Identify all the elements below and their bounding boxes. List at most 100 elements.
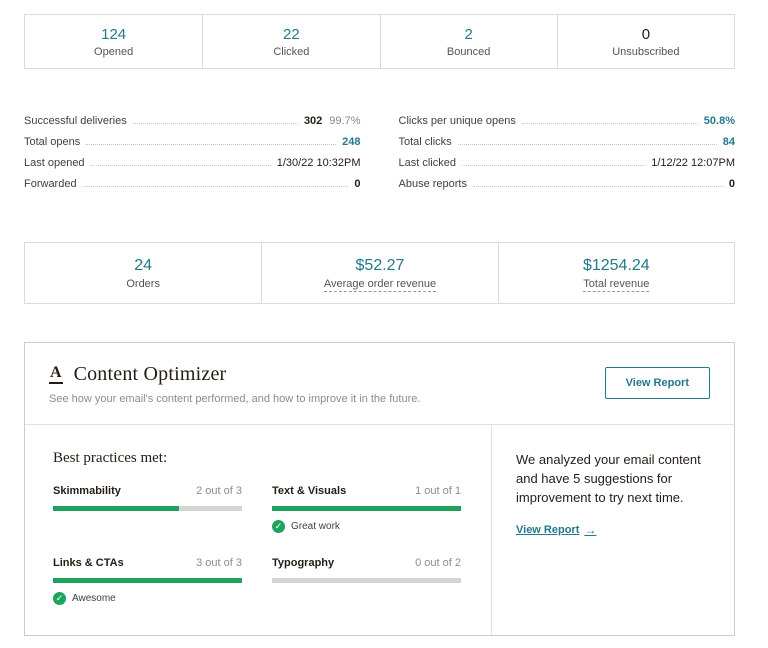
total-revenue-label: Total revenue	[505, 278, 728, 292]
arrow-right-icon: →	[584, 522, 597, 537]
stat-box-average-order-revenue: $52.27 Average order revenue	[261, 243, 497, 303]
row-total-clicks: Total clicks 84	[399, 132, 736, 153]
dotted-leader	[90, 165, 271, 166]
practice-score: 2 out of 3	[196, 485, 242, 497]
row-successful-deliveries: Successful deliveries 302 99.7%	[24, 111, 361, 132]
stat-value: 0	[354, 178, 361, 190]
average-order-revenue-value: $52.27	[355, 257, 405, 274]
unsubscribed-label: Unsubscribed	[612, 46, 680, 58]
total-clicks-link[interactable]: 84	[722, 136, 735, 148]
stat-label: Abuse reports	[398, 178, 467, 190]
dotted-leader	[472, 186, 723, 187]
best-practices-section: Best practices met: Skimmability 2 out o…	[25, 425, 491, 635]
practice-score: 0 out of 2	[415, 557, 461, 569]
row-total-opens: Total opens 248	[24, 132, 361, 153]
stat-box-bounced: 2 Bounced	[379, 15, 557, 68]
row-clicks-per-unique-opens: Clicks per unique opens 50.8%	[399, 111, 736, 132]
stat-box-total-revenue: $1254.24 Total revenue	[497, 243, 734, 303]
content-optimizer-body: Best practices met: Skimmability 2 out o…	[25, 424, 734, 635]
top-stats-row: 124 Opened 22 Clicked 2 Bounced 0 Unsubs…	[24, 14, 735, 69]
average-order-revenue-tooltip-trigger[interactable]: Average order revenue	[323, 278, 437, 292]
stat-label: Forwarded	[24, 178, 77, 190]
orders-count: 24	[134, 257, 153, 274]
practice-name: Typography	[272, 557, 335, 569]
practice-text-visuals: Text & Visuals 1 out of 1 ✓ Great work	[272, 485, 461, 533]
progress-bar	[53, 506, 242, 511]
dotted-leader	[521, 123, 698, 124]
progress-bar	[272, 506, 461, 511]
check-circle-icon: ✓	[53, 592, 66, 605]
detail-stats: Successful deliveries 302 99.7% Total op…	[24, 111, 735, 195]
detail-stats-right: Clicks per unique opens 50.8% Total clic…	[399, 111, 736, 195]
row-last-clicked: Last clicked 1/12/22 12:07PM	[399, 153, 736, 174]
stat-value: 302	[303, 115, 323, 127]
average-order-revenue-label: Average order revenue	[268, 278, 491, 292]
stat-label: Total opens	[24, 136, 81, 148]
stat-label: Last opened	[24, 157, 85, 169]
stat-box-unsubscribed: 0 Unsubscribed	[556, 15, 734, 68]
practice-name: Text & Visuals	[272, 485, 347, 497]
stat-label: Clicks per unique opens	[398, 115, 516, 127]
dotted-leader	[461, 165, 646, 166]
practice-typography: Typography 0 out of 2	[272, 557, 461, 605]
practice-badge: ✓ Great work	[272, 520, 461, 533]
content-optimizer-icon: A	[49, 365, 63, 384]
row-abuse-reports: Abuse reports 0	[399, 174, 736, 195]
stat-label: Total clicks	[398, 136, 452, 148]
stat-label: Last clicked	[398, 157, 456, 169]
clicks-per-opens-link[interactable]: 50.8%	[703, 115, 735, 127]
practice-skimmability: Skimmability 2 out of 3	[53, 485, 242, 533]
stat-value: 1/30/22 10:32PM	[276, 157, 361, 169]
view-report-link[interactable]: View Report →	[516, 523, 596, 537]
orders-label: Orders	[126, 278, 160, 290]
stat-box-opened: 124 Opened	[25, 15, 202, 68]
commerce-stats-row: 24 Orders $52.27 Average order revenue $…	[24, 242, 735, 304]
practice-badge-label: Great work	[291, 521, 340, 532]
stat-label: Successful deliveries	[24, 115, 127, 127]
total-revenue-tooltip-trigger[interactable]: Total revenue	[583, 278, 650, 292]
progress-fill	[272, 506, 461, 511]
stat-box-orders: 24 Orders	[25, 243, 261, 303]
view-report-link-label: View Report	[516, 523, 580, 536]
check-circle-icon: ✓	[272, 520, 285, 533]
dotted-leader	[132, 123, 298, 124]
dotted-leader	[457, 144, 717, 145]
total-revenue-value: $1254.24	[582, 257, 650, 274]
stat-box-clicked: 22 Clicked	[202, 15, 379, 68]
unsubscribed-count: 0	[641, 26, 651, 43]
progress-bar	[272, 578, 461, 583]
practice-links-ctas: Links & CTAs 3 out of 3 ✓ Awesome	[53, 557, 242, 605]
progress-fill	[53, 506, 180, 511]
analysis-panel: We analyzed your email content and have …	[491, 425, 734, 635]
content-optimizer-header: A Content Optimizer See how your email's…	[25, 343, 734, 424]
clicked-label: Clicked	[273, 46, 310, 58]
opened-count[interactable]: 124	[101, 26, 127, 43]
practice-badge-label: Awesome	[72, 593, 116, 604]
best-practices-grid: Skimmability 2 out of 3 Text & Visuals 1…	[53, 485, 461, 605]
stat-value: 1/12/22 12:07PM	[651, 157, 735, 169]
total-opens-link[interactable]: 248	[342, 136, 361, 148]
detail-stats-left: Successful deliveries 302 99.7% Total op…	[24, 111, 361, 195]
progress-fill	[53, 578, 242, 583]
row-last-opened: Last opened 1/30/22 10:32PM	[24, 153, 361, 174]
clicked-count[interactable]: 22	[283, 26, 300, 43]
stat-extra: 99.7%	[329, 115, 361, 127]
content-optimizer-subtitle: See how your email's content performed, …	[49, 393, 421, 405]
progress-bar	[53, 578, 242, 583]
row-forwarded: Forwarded 0	[24, 174, 361, 195]
analysis-text: We analyzed your email content and have …	[516, 452, 701, 505]
stat-value: 0	[728, 178, 735, 190]
dotted-leader	[82, 186, 349, 187]
content-optimizer-title: Content Optimizer	[73, 363, 227, 385]
content-optimizer-card: A Content Optimizer See how your email's…	[24, 342, 735, 636]
bounced-label: Bounced	[446, 46, 491, 58]
practice-score: 1 out of 1	[415, 485, 461, 497]
best-practices-heading: Best practices met:	[53, 450, 168, 466]
bounced-count[interactable]: 2	[464, 26, 473, 43]
practice-name: Skimmability	[53, 485, 121, 497]
opened-label: Opened	[94, 46, 134, 58]
practice-badge: ✓ Awesome	[53, 592, 242, 605]
view-report-button[interactable]: View Report	[604, 367, 710, 399]
practice-score: 3 out of 3	[196, 557, 242, 569]
